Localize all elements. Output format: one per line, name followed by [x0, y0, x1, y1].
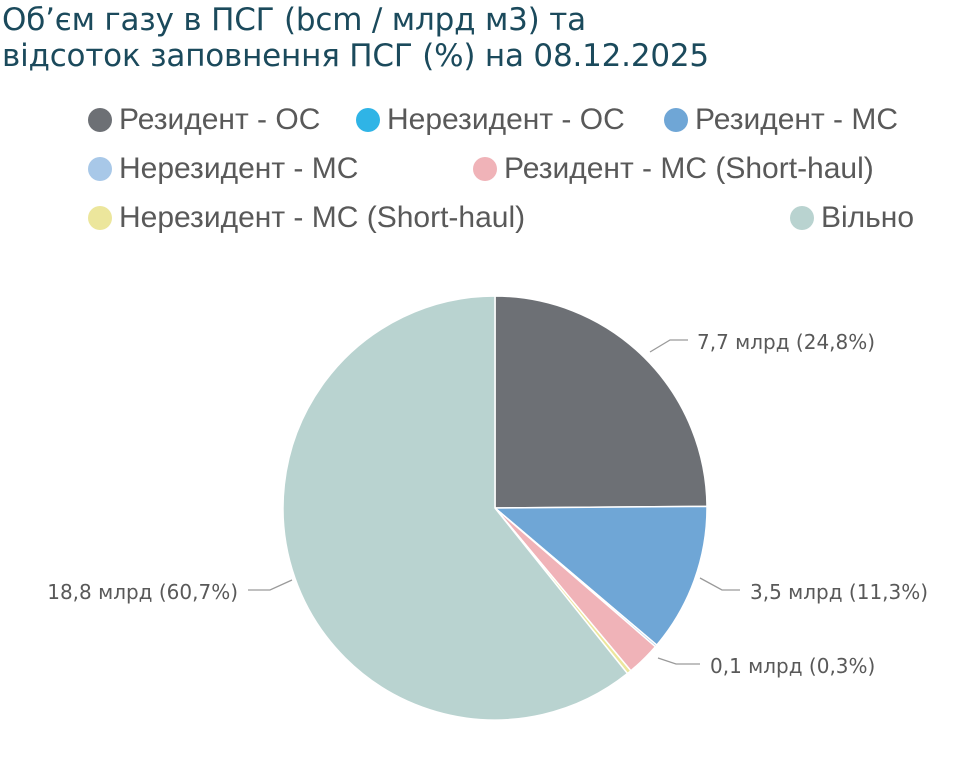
- leader-line-2: [699, 577, 740, 591]
- legend-swatch-resident-os: [88, 108, 112, 132]
- chart-legend: Резидент - ОС Нерезидент - ОС Резидент -…: [0, 95, 980, 255]
- legend-swatch-resident-ms: [664, 108, 688, 132]
- data-label-2: 3,5 млрд (11,3%): [750, 580, 928, 604]
- legend-item-nonresident-ms-short-haul: Нерезидент - МС (Short-haul): [88, 201, 525, 235]
- legend-item-resident-ms-short-haul: Резидент - МС (Short-haul): [473, 152, 874, 186]
- legend-item-nonresident-ms: Нерезидент - МС: [88, 152, 358, 186]
- leader-line-6: [248, 579, 293, 591]
- leader-line-0: [649, 339, 688, 353]
- chart-title-line-1: Об’єм газу в ПСГ (bcm / млрд м3) та: [2, 2, 586, 38]
- chart-title: Об’єм газу в ПСГ (bcm / млрд м3) та відс…: [2, 2, 962, 74]
- legend-swatch-resident-ms-short-haul: [473, 157, 497, 181]
- pie-slice-0: [494, 295, 708, 509]
- legend-swatch-free: [790, 206, 814, 230]
- data-label-6: 18,8 млрд (60,7%): [47, 580, 238, 604]
- legend-swatch-nonresident-ms-short-haul: [88, 206, 112, 230]
- data-label-5: 0,1 млрд (0,3%): [710, 654, 875, 678]
- legend-item-free: Вільно: [790, 201, 914, 235]
- legend-label-resident-os: Резидент - ОС: [119, 103, 321, 136]
- legend-item-resident-ms: Резидент - МС: [664, 103, 898, 137]
- leader-line-5: [657, 657, 700, 665]
- legend-label-free: Вільно: [821, 201, 915, 234]
- pie-slices: [282, 295, 708, 721]
- legend-item-nonresident-os: Нерезидент - ОС: [356, 103, 625, 137]
- legend-label-nonresident-ms: Нерезидент - МС: [119, 152, 359, 185]
- data-label-0: 7,7 млрд (24,8%): [697, 330, 875, 354]
- legend-label-nonresident-os: Нерезидент - ОС: [387, 103, 625, 136]
- legend-label-resident-ms: Резидент - МС: [695, 103, 899, 136]
- pie-slice-6: [282, 295, 629, 721]
- legend-swatch-nonresident-ms: [88, 157, 112, 181]
- pie-data-labels: 7,7 млрд (24,8%) 3,5 млрд (11,3%) 0,1 млрд…: [47, 330, 928, 678]
- legend-label-resident-ms-short-haul: Резидент - МС (Short-haul): [504, 152, 874, 185]
- legend-label-nonresident-ms-short-haul: Нерезидент - МС (Short-haul): [119, 201, 526, 234]
- chart-title-line-2: відсоток заповнення ПСГ (%) на 08.12.202…: [2, 38, 709, 74]
- legend-item-resident-os: Резидент - ОС: [88, 103, 320, 137]
- legend-swatch-nonresident-os: [356, 108, 380, 132]
- pie-slice-2: [494, 505, 708, 646]
- pie-leader-lines: [248, 339, 740, 665]
